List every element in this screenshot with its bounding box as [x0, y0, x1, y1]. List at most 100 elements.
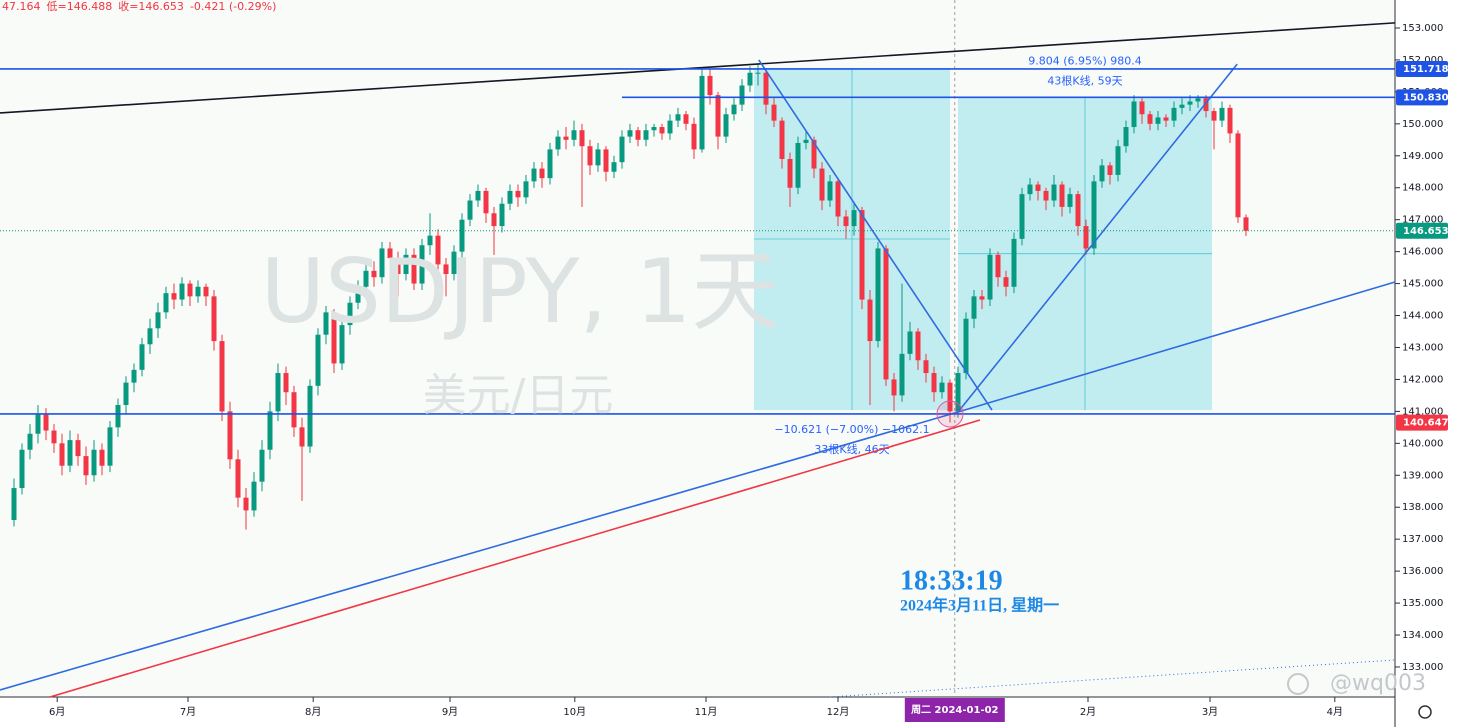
candle-body: [1067, 194, 1073, 207]
candle-body: [27, 433, 33, 450]
y-tick-label: 143.000: [1402, 342, 1443, 353]
candle-body: [259, 449, 265, 482]
y-tick-label: 136.000: [1402, 566, 1443, 577]
candle-body: [107, 427, 113, 466]
candle-body: [51, 430, 57, 444]
candle-body: [923, 360, 929, 374]
x-tick-label: 7月: [180, 706, 196, 718]
candle-body: [219, 341, 225, 412]
candle-body: [771, 104, 777, 121]
candle-body: [683, 114, 689, 124]
price-label: 146.653: [1403, 226, 1449, 237]
candle-body: [1155, 117, 1161, 124]
candle-body: [1019, 194, 1025, 239]
candle-body: [867, 299, 873, 342]
candle-body: [515, 190, 521, 198]
y-tick-label: 147.000: [1402, 215, 1443, 226]
settings-icon[interactable]: [1418, 705, 1432, 719]
candle-body: [347, 302, 353, 326]
candle-body: [763, 72, 769, 105]
measure-label: 9.804 (6.95%) 980.4: [1028, 54, 1142, 67]
candle-body: [587, 146, 593, 166]
user-icon: [1287, 673, 1309, 695]
candle-body: [1075, 194, 1081, 227]
candle-body: [1147, 114, 1153, 124]
candle-body: [363, 270, 369, 287]
y-tick-label: 134.000: [1402, 630, 1443, 641]
candle-body: [723, 114, 729, 137]
candle-body: [883, 248, 889, 380]
watermark-user: @wq003: [1330, 671, 1426, 696]
candle-body: [379, 248, 385, 278]
y-tick-label: 139.000: [1402, 470, 1443, 481]
candle-body: [99, 449, 105, 466]
x-tick-label: 2月: [1080, 706, 1096, 718]
candle-body: [859, 210, 865, 300]
candle-body: [1091, 181, 1097, 249]
candle-body: [1243, 217, 1249, 231]
candle-body: [611, 162, 617, 172]
header-item: 低=146.488: [47, 0, 113, 13]
candle-body: [907, 331, 913, 354]
candle-body: [35, 414, 41, 434]
candle-body: [211, 296, 217, 342]
candle-body: [827, 181, 833, 201]
y-tick-label: 140.000: [1402, 438, 1443, 449]
candle-body: [1027, 184, 1033, 195]
candle-body: [371, 270, 377, 278]
candle-body: [131, 369, 137, 383]
candle-body: [627, 130, 633, 137]
candle-body: [1219, 107, 1225, 121]
candle-body: [1043, 190, 1049, 201]
candle-body: [819, 168, 825, 201]
candle-body: [387, 248, 393, 259]
candle-body: [91, 449, 97, 476]
clock-date: 2024年3月11日, 星期一: [900, 596, 1059, 615]
candle-body: [1035, 184, 1041, 191]
candle-body: [987, 254, 993, 300]
x-tick-label: 8月: [305, 706, 321, 718]
clock-time: 18:33:19: [900, 565, 1003, 596]
time-axis: [0, 697, 1395, 727]
candle-body: [1211, 111, 1217, 121]
x-tick-label: 6月: [49, 706, 65, 718]
candle-body: [83, 456, 89, 476]
candle-body: [443, 264, 449, 274]
candle-body: [315, 334, 321, 386]
price-axis: [1395, 0, 1459, 727]
candle-body: [659, 127, 665, 134]
candle-body: [1203, 98, 1209, 112]
candle-body: [619, 136, 625, 163]
candle-body: [651, 127, 657, 131]
candle-body: [499, 203, 505, 227]
candle-body: [411, 254, 417, 284]
candle-body: [203, 286, 209, 297]
candle-body: [835, 181, 841, 217]
price-label-bg: [1396, 222, 1448, 239]
crosshair-label: 周二 2024-01-02: [911, 704, 998, 716]
header-item: 47.164: [2, 0, 41, 13]
candle-body: [179, 283, 185, 300]
candle-body: [403, 254, 409, 274]
candle-body: [1235, 133, 1241, 218]
x-tick-label: 12月: [827, 706, 850, 718]
candle-body: [147, 328, 153, 345]
candle-body: [459, 219, 465, 252]
candle-body: [995, 254, 1001, 278]
candle-body: [979, 296, 985, 300]
candle-body: [1163, 117, 1169, 121]
measure-label: 33根K线, 46天: [814, 442, 889, 456]
candle-body: [555, 136, 561, 150]
candle-body: [531, 168, 537, 182]
candle-body: [739, 85, 745, 105]
candle-body: [707, 75, 713, 96]
candle-body: [851, 210, 857, 227]
candle-body: [899, 353, 905, 396]
candle-body: [483, 190, 489, 214]
y-tick-label: 148.000: [1402, 183, 1443, 194]
candle-body: [267, 411, 273, 450]
candle-body: [779, 120, 785, 159]
candle-body: [251, 481, 257, 511]
y-tick-label: 152.000: [1402, 55, 1443, 66]
candle-body: [43, 414, 49, 431]
